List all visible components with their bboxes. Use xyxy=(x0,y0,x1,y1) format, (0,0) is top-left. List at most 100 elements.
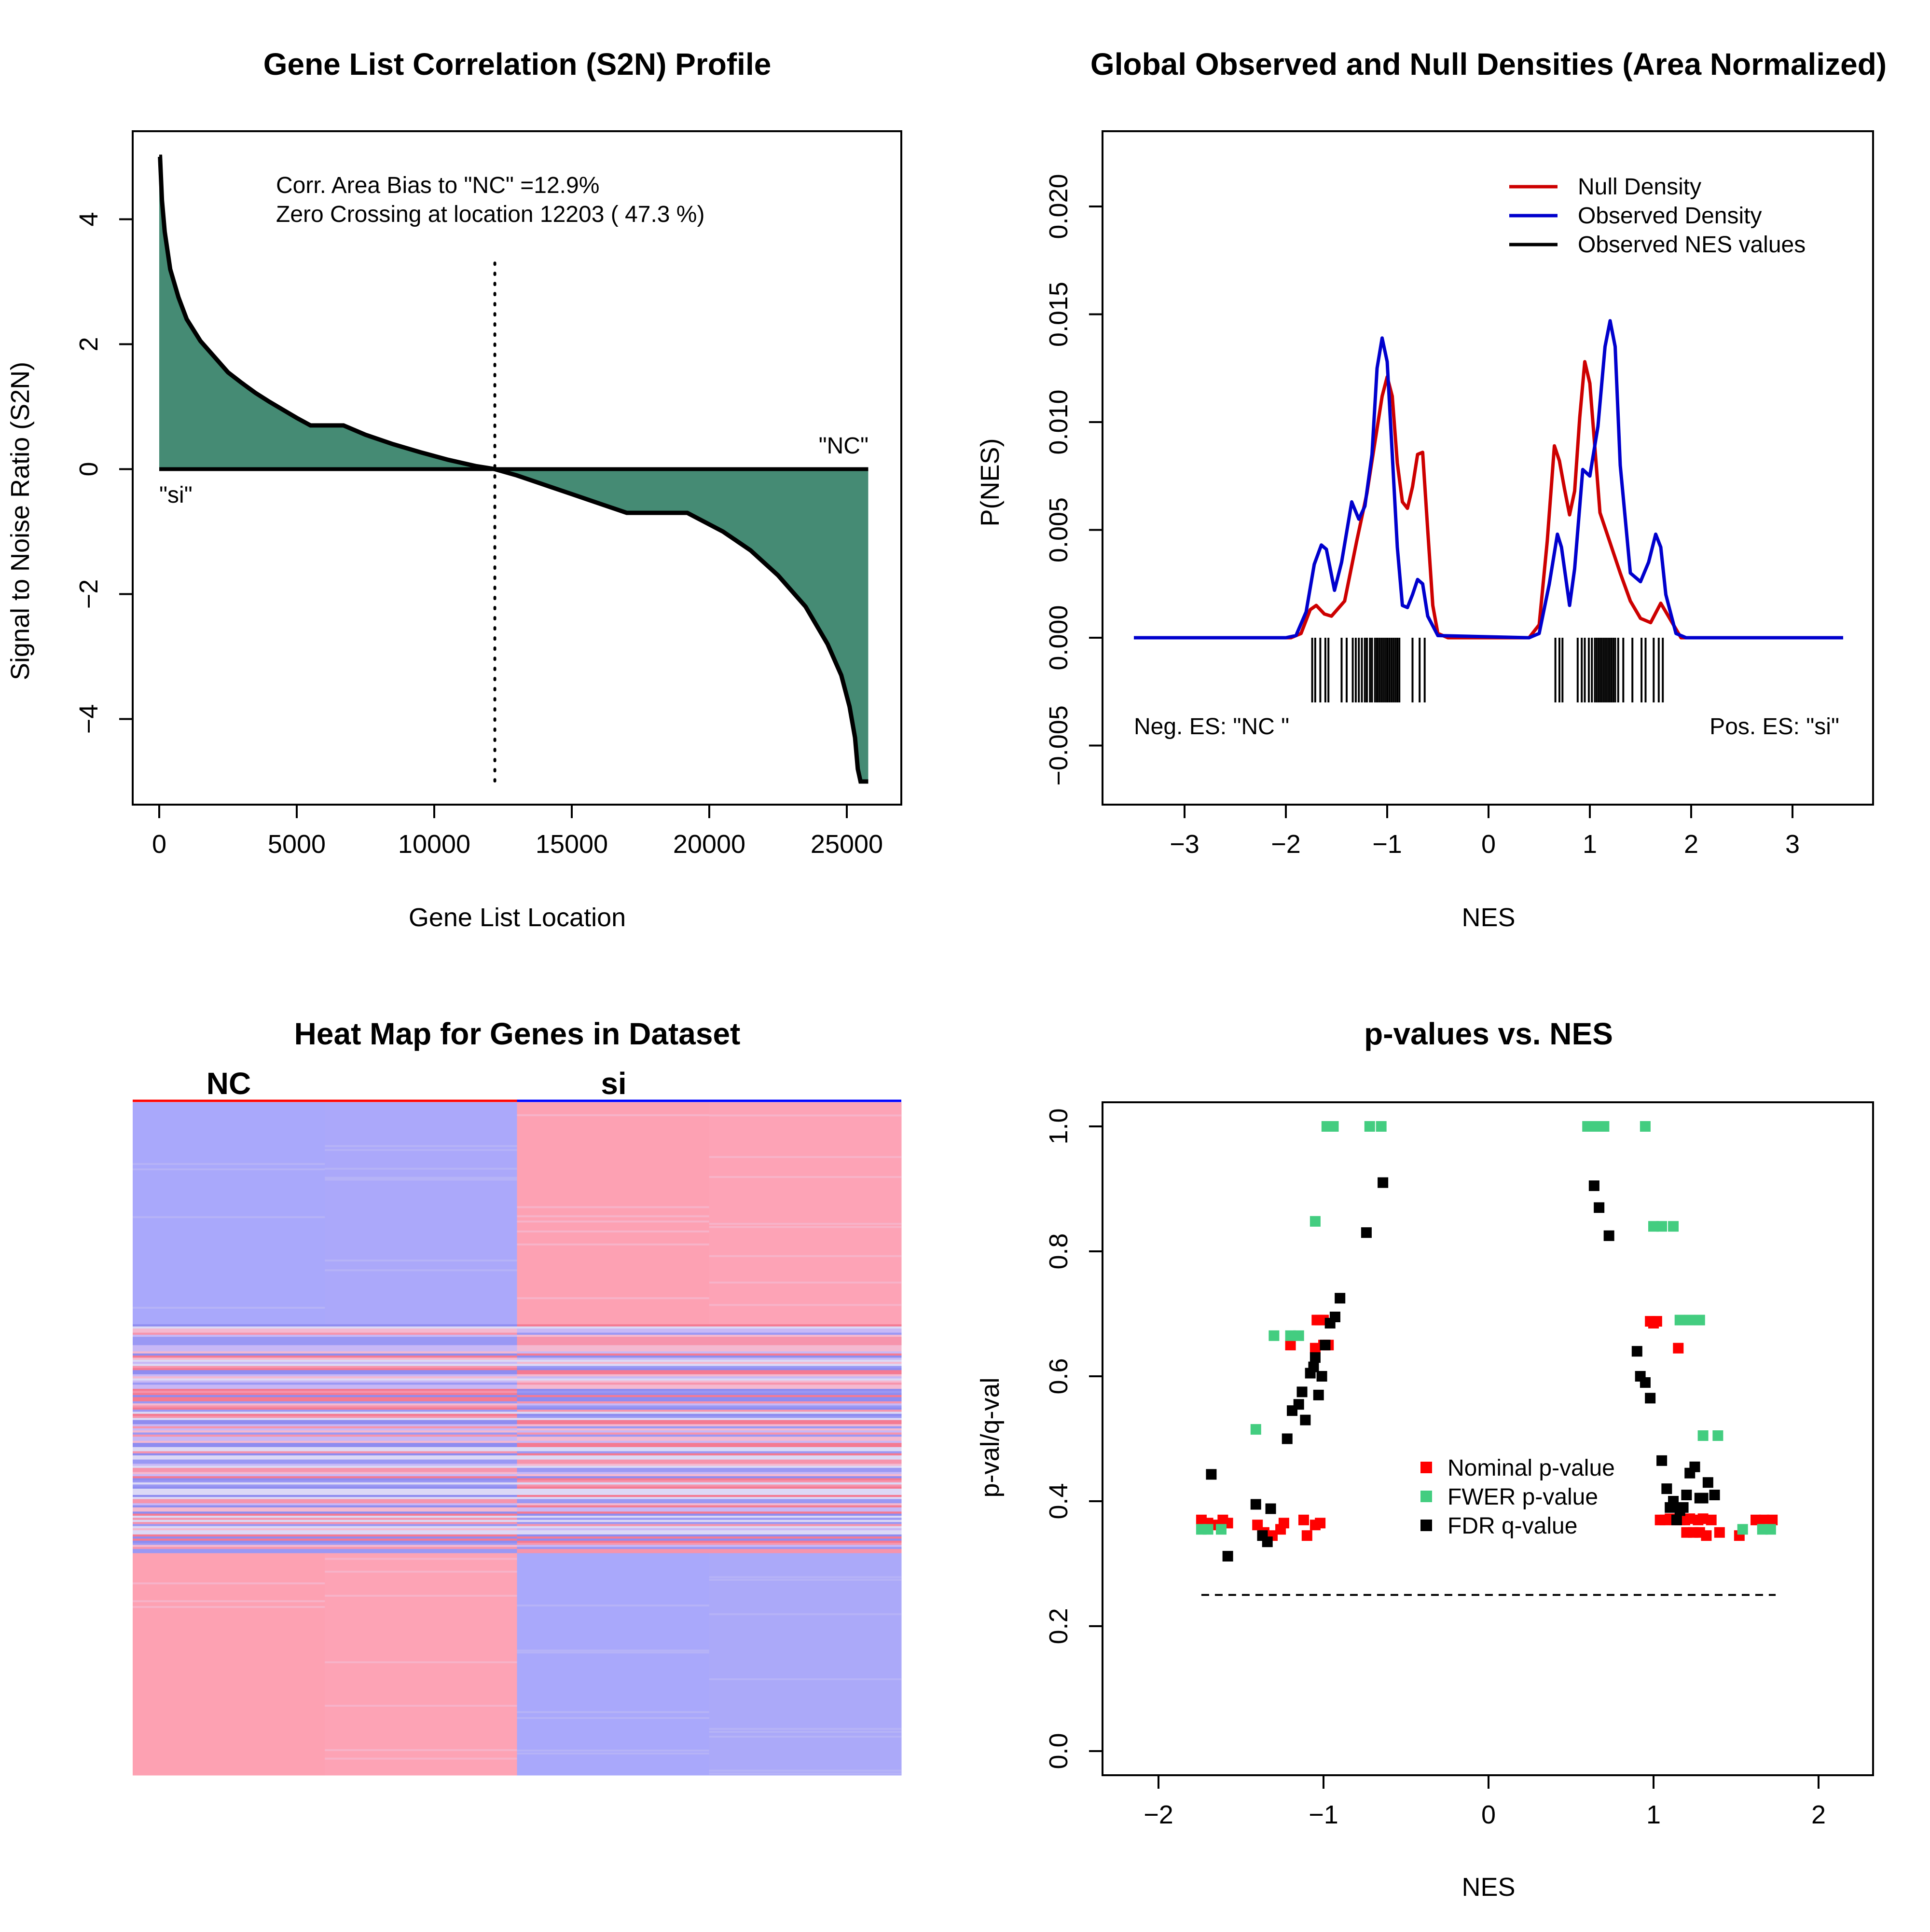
heatmap-cell-row xyxy=(709,1428,902,1431)
heatmap-cell-row xyxy=(133,1411,325,1414)
heatmap-cell-row xyxy=(133,1368,325,1370)
legend-null-density-label: Null Density xyxy=(1578,174,1701,200)
heatmap-cell-row xyxy=(517,1347,710,1350)
nominal-pvalue-point xyxy=(1301,1530,1312,1541)
heatmap-cell-row xyxy=(517,1470,710,1472)
fdr-qvalue-point xyxy=(1640,1377,1651,1388)
heatmap-cell-row xyxy=(325,1451,517,1454)
heatmap-cell-row xyxy=(133,1449,325,1452)
heatmap-cell-row xyxy=(709,1439,902,1441)
heatmap-cell-stripe xyxy=(517,1215,709,1218)
nominal-pvalue-point xyxy=(1714,1527,1725,1538)
heatmap-cell-row xyxy=(517,1538,710,1541)
heatmap-cell-row xyxy=(325,1376,517,1379)
pvalues-y-tick-label: 0.2 xyxy=(1044,1608,1073,1644)
heatmap-cell-row xyxy=(325,1503,517,1506)
heatmap-cell-row xyxy=(325,1461,517,1464)
heatmap-cell-row xyxy=(709,1332,902,1335)
heatmap-cell-row xyxy=(709,1467,902,1470)
heatmap-cell-row xyxy=(133,1521,325,1524)
heatmap-cell-row xyxy=(133,1410,325,1412)
pvalues-y-tick-label: 0.8 xyxy=(1044,1233,1073,1269)
heatmap-cell-row xyxy=(517,1405,710,1408)
heatmap-cell-row xyxy=(517,1337,710,1340)
heatmap-cell-row xyxy=(325,1364,517,1367)
heatmap-cell-row xyxy=(709,1401,902,1404)
heatmap-cell-row xyxy=(517,1472,710,1475)
fwer-pvalue-point xyxy=(1590,1121,1601,1132)
heatmap-cell-row xyxy=(325,1378,517,1381)
heatmap-cell-row xyxy=(133,1526,325,1529)
heatmap-cell-row xyxy=(709,1509,902,1512)
heatmap-cell-row xyxy=(517,1334,710,1337)
heatmap-cell-row xyxy=(709,1520,902,1522)
heatmap-cell-row xyxy=(133,1451,325,1454)
heatmap-cell-row xyxy=(133,1428,325,1431)
heatmap-cell-row xyxy=(709,1501,902,1504)
heatmap-cell-row xyxy=(325,1478,517,1481)
heatmap-cell-row xyxy=(517,1359,710,1362)
heatmap-cell-stripe xyxy=(325,1571,517,1573)
heatmap-cell-row xyxy=(325,1395,517,1398)
heatmap-cell-row xyxy=(325,1547,517,1549)
heatmap-cell-row xyxy=(133,1480,325,1483)
pvalues-y-tick-label: 0.6 xyxy=(1044,1358,1073,1394)
heatmap-cell-row xyxy=(517,1494,710,1497)
nominal-pvalue-point xyxy=(1673,1343,1684,1354)
heatmap-cell-stripe xyxy=(325,1749,517,1751)
heatmap-cell-row xyxy=(325,1518,517,1521)
heatmap-cell-row xyxy=(133,1478,325,1481)
heatmap-cell-row xyxy=(709,1378,902,1381)
heatmap-cell-row xyxy=(133,1359,325,1362)
heatmap-cell-stripe xyxy=(325,1661,517,1663)
heatmap-cell-row xyxy=(325,1551,517,1554)
heatmap-cell-row xyxy=(133,1540,325,1543)
heatmap-cell-row xyxy=(325,1507,517,1510)
nominal-pvalue-point xyxy=(1759,1514,1770,1525)
heatmap-cell-row xyxy=(517,1332,710,1335)
heatmap-cell-row xyxy=(709,1383,902,1385)
heatmap-cell-row xyxy=(133,1482,325,1485)
heatmap-cell-row xyxy=(133,1547,325,1549)
heatmap-cell-row xyxy=(133,1437,325,1439)
heatmap-cell-row xyxy=(325,1476,517,1479)
heatmap-cell-row xyxy=(709,1426,902,1429)
heatmap-cell-stripe xyxy=(517,1206,709,1208)
fwer-pvalue-point xyxy=(1582,1121,1593,1132)
heatmap-cell-row xyxy=(517,1505,710,1508)
heatmap-cell-row xyxy=(325,1516,517,1518)
heatmap-cell-row xyxy=(709,1351,902,1354)
heatmap-cell-row xyxy=(325,1411,517,1414)
heatmap-cell-stripe xyxy=(709,1727,901,1730)
heatmap-cell-row xyxy=(709,1543,902,1545)
fdr-qvalue-point xyxy=(1300,1414,1311,1425)
heatmap-cell-row xyxy=(709,1528,902,1531)
fdr-qvalue-point xyxy=(1661,1483,1672,1494)
heatmap-cell-stripe xyxy=(517,1649,709,1652)
heatmap-cell-row xyxy=(517,1401,710,1404)
heatmap-cell-row xyxy=(133,1472,325,1475)
heatmap-cell-row xyxy=(325,1439,517,1441)
heatmap-cell-row xyxy=(709,1391,902,1394)
heatmap-cell-stripe xyxy=(517,1749,709,1752)
heatmap-cell-row xyxy=(325,1418,517,1421)
heatmap-cell-row xyxy=(709,1453,902,1456)
heatmap-cell-row xyxy=(325,1393,517,1396)
heatmap-cell-row xyxy=(517,1453,710,1456)
heatmap-cell-block xyxy=(325,1553,517,1776)
heatmap-cell-row xyxy=(709,1455,902,1458)
heatmap-cell-row xyxy=(709,1349,902,1352)
heatmap-cell-row xyxy=(133,1339,325,1342)
heatmap-cell-row xyxy=(709,1538,902,1541)
heatmap-cell-row xyxy=(325,1389,517,1391)
heatmap-cell-row xyxy=(517,1447,710,1450)
heatmap-cell-row xyxy=(133,1389,325,1391)
heatmap-cell-row xyxy=(325,1397,517,1400)
heatmap-cell-row xyxy=(517,1455,710,1458)
s2n-x-tick-label: 10000 xyxy=(398,830,470,859)
heatmap-cell-row xyxy=(517,1440,710,1443)
heatmap-cell-row xyxy=(325,1549,517,1551)
s2n-x-tick-label: 25000 xyxy=(811,830,883,859)
heatmap-cell-stripe xyxy=(325,1177,517,1179)
heatmap-cell-row xyxy=(517,1516,710,1518)
